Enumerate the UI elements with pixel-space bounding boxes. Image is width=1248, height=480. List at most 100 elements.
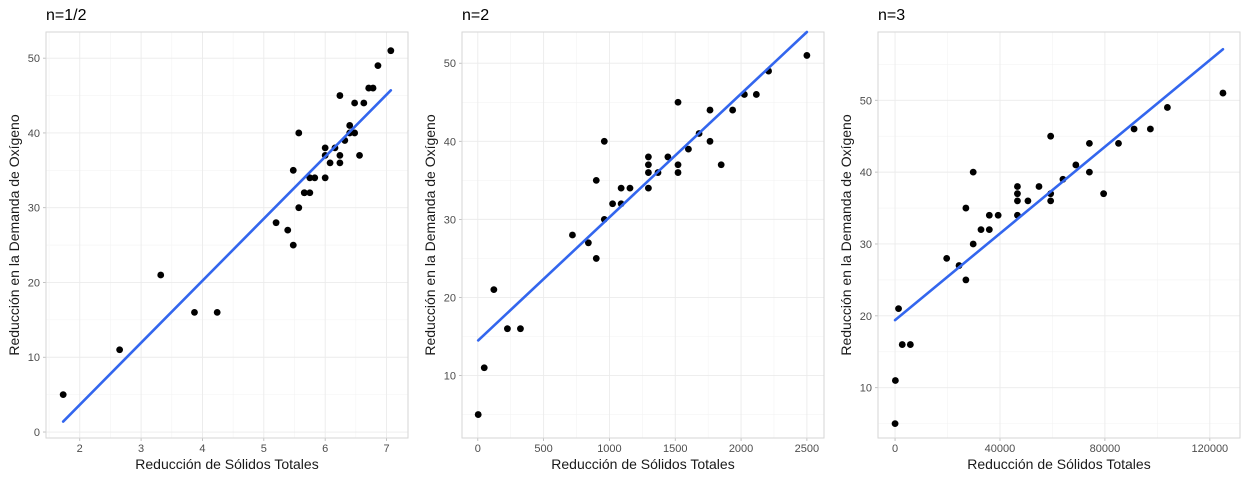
data-point [59, 391, 67, 399]
y-tick-label: 50 [860, 95, 872, 107]
data-point [351, 99, 359, 107]
data-point [891, 377, 899, 384]
data-point [906, 341, 914, 348]
data-point [1163, 104, 1171, 111]
data-point [969, 240, 977, 248]
data-point [1014, 183, 1021, 190]
data-point [289, 241, 297, 249]
data-point [706, 106, 714, 114]
data-point [360, 99, 368, 107]
data-point [626, 184, 634, 192]
data-point [490, 286, 498, 294]
data-point [969, 168, 977, 176]
y-tick-label: 10 [28, 352, 40, 364]
data-point [289, 166, 297, 174]
panel-2: 0 500 1000 1500 2000 2500 10 20 30 40 50 n=2 Reducci… [422, 7, 825, 472]
data-point [584, 239, 592, 247]
data-point [1047, 132, 1055, 140]
x-tick-label: 5 [261, 443, 267, 455]
fit-line [476, 30, 809, 342]
y-axis-title: Reducción en la Demanda de Oxígeno [6, 114, 22, 355]
x-tick-label: 3 [138, 443, 144, 455]
data-point [943, 254, 951, 262]
y-tick-label: 20 [860, 311, 872, 323]
data-point [717, 161, 725, 169]
data-point [644, 153, 652, 161]
x-tick-label: 2500 [795, 443, 819, 455]
panel-title: n=3 [878, 7, 905, 24]
data-point [895, 305, 902, 313]
data-point [1047, 197, 1055, 205]
data-point [1085, 168, 1093, 176]
data-point [321, 174, 329, 182]
data-point [504, 325, 511, 333]
panel-3: 0 40000 80000 120000 10 20 30 40 50 n=3 Reducción … [838, 7, 1241, 472]
data-point [898, 341, 906, 348]
y-tick-label: 40 [860, 167, 872, 179]
data-point [994, 211, 1002, 219]
x-tick-label: 1500 [663, 443, 687, 455]
data-point [480, 364, 488, 372]
panel-border [45, 31, 409, 439]
y-tick-label: 30 [28, 203, 40, 215]
data-point [157, 271, 165, 279]
data-point [517, 325, 524, 333]
data-point [356, 151, 363, 159]
data-point [1014, 190, 1021, 198]
data-point [706, 137, 714, 145]
x-tick-label: 2000 [729, 443, 753, 455]
data-point [306, 174, 314, 182]
data-point [284, 226, 292, 234]
panel-title: n=1/2 [46, 7, 87, 24]
x-tick-label: 40000 [985, 443, 1016, 455]
data-point [977, 226, 985, 234]
y-axis-title: Reducción en la Demanda de Oxígeno [838, 114, 854, 355]
data-point [1014, 197, 1021, 205]
x-axis-title: Reducción de Sólidos Totales [135, 456, 318, 472]
data-point [962, 276, 970, 284]
data-point [1100, 190, 1108, 198]
data-point [213, 308, 221, 316]
data-point [644, 169, 652, 176]
y-tick-label: 50 [444, 58, 456, 70]
data-point [321, 144, 329, 152]
data-point [664, 153, 672, 161]
data-point [116, 346, 124, 354]
data-point [609, 200, 616, 208]
data-point [962, 204, 970, 212]
x-tick-label: 0 [475, 443, 481, 455]
y-tick-label: 0 [34, 427, 40, 439]
x-tick-label: 7 [383, 443, 389, 455]
data-point [1115, 139, 1122, 147]
x-tick-label: 6 [322, 443, 328, 455]
data-point [1130, 125, 1138, 133]
data-point [1085, 139, 1093, 147]
data-point [336, 159, 344, 167]
data-point [1072, 161, 1080, 169]
data-point [311, 174, 319, 182]
data-point [351, 129, 359, 137]
data-point [474, 411, 482, 418]
x-tick-label: 1000 [597, 443, 621, 455]
panel-title: n=2 [462, 7, 489, 24]
y-tick-label: 10 [444, 371, 456, 383]
fit-line [893, 47, 1225, 322]
data-point [374, 62, 382, 70]
x-tick-label: 120000 [1191, 443, 1228, 455]
data-point [326, 159, 334, 167]
panel-1: 2 3 4 5 6 7 0 10 20 30 40 50 n=1/2 Reducción de Sólid… [6, 7, 409, 472]
data-point [592, 255, 600, 262]
data-point [1024, 197, 1032, 205]
data-point [569, 231, 576, 239]
data-point [306, 189, 314, 197]
x-tick-label: 4 [199, 443, 205, 455]
data-point [891, 420, 899, 428]
data-point [295, 129, 303, 137]
data-point [985, 226, 993, 234]
data-point [674, 98, 682, 106]
data-point [803, 52, 811, 59]
data-point [985, 211, 993, 219]
x-tick-label: 500 [534, 443, 552, 455]
data-point [674, 161, 682, 169]
data-point [387, 47, 395, 55]
